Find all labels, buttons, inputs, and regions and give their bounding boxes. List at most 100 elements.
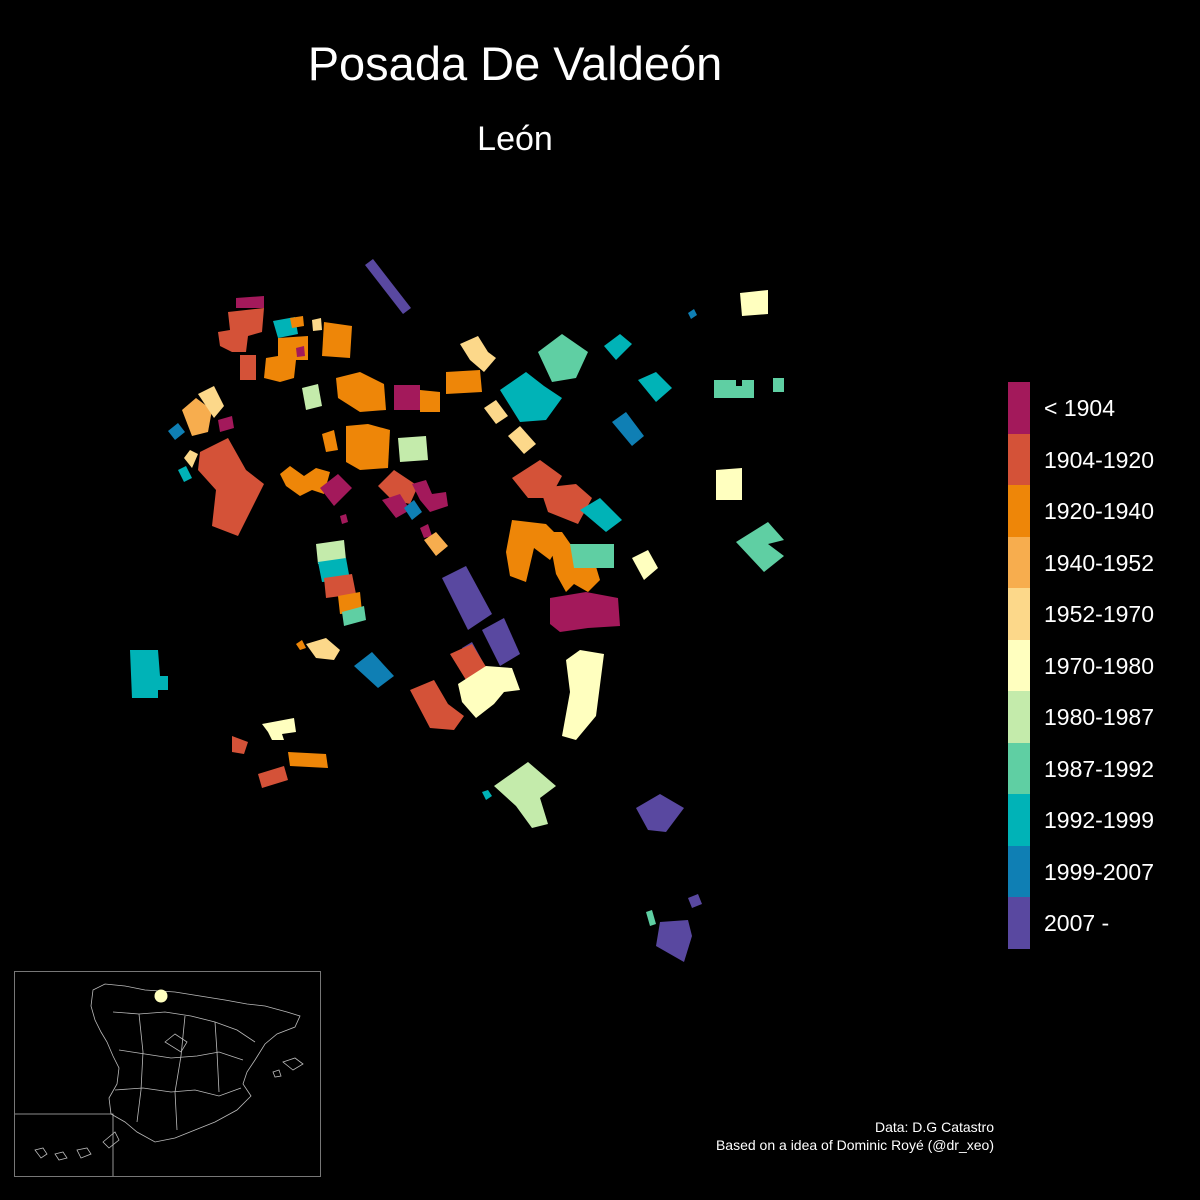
building-footprint bbox=[130, 650, 168, 698]
legend-swatch bbox=[1008, 794, 1030, 846]
building-footprint bbox=[324, 574, 356, 598]
legend-swatch bbox=[1008, 897, 1030, 949]
building-footprint bbox=[580, 498, 622, 532]
building-footprint bbox=[460, 336, 496, 372]
spain-locator-map bbox=[14, 971, 321, 1177]
legend-label: 1920-1940 bbox=[1044, 498, 1154, 524]
legend-label: 1980-1987 bbox=[1044, 704, 1154, 730]
building-footprint bbox=[296, 640, 306, 650]
building-footprint bbox=[184, 450, 198, 468]
building-footprint bbox=[638, 372, 672, 402]
building-footprint bbox=[412, 480, 448, 512]
building-footprint bbox=[716, 468, 742, 500]
building-footprint bbox=[218, 416, 234, 432]
legend-label: 1992-1999 bbox=[1044, 807, 1154, 833]
building-footprint bbox=[302, 384, 322, 410]
building-footprint bbox=[288, 752, 328, 768]
building-footprint bbox=[484, 400, 508, 424]
legend-swatch bbox=[1008, 845, 1030, 897]
building-footprint bbox=[322, 322, 352, 358]
legend-label: 1952-1970 bbox=[1044, 601, 1154, 627]
building-footprint bbox=[365, 259, 411, 314]
building-footprint bbox=[262, 718, 296, 740]
building-footprint bbox=[688, 309, 697, 319]
building-footprint bbox=[218, 308, 264, 352]
building-footprint bbox=[382, 494, 410, 518]
building-footprint bbox=[550, 592, 620, 632]
building-footprint bbox=[336, 372, 386, 412]
building-footprint bbox=[322, 430, 338, 452]
building-footprint bbox=[506, 520, 562, 582]
building-footprint bbox=[342, 606, 366, 626]
building-footprint bbox=[773, 378, 784, 392]
building-footprint bbox=[714, 380, 754, 398]
building-footprint bbox=[494, 762, 556, 828]
building-footprint bbox=[296, 346, 305, 357]
building-footprint bbox=[482, 790, 492, 800]
building-footprint bbox=[562, 650, 604, 740]
legend-swatch bbox=[1008, 382, 1030, 434]
building-footprint bbox=[340, 514, 348, 524]
building-footprint bbox=[636, 794, 684, 832]
building-footprint bbox=[424, 532, 448, 556]
building-footprint bbox=[264, 336, 308, 382]
building-footprint bbox=[168, 423, 185, 440]
building-footprint bbox=[410, 680, 464, 730]
map-subtitle: León bbox=[477, 120, 553, 158]
credits: Data: D.G Catastro Based on a idea of Do… bbox=[716, 1118, 994, 1154]
building-footprint bbox=[240, 355, 256, 380]
legend-swatch bbox=[1008, 536, 1030, 588]
building-footprint bbox=[538, 334, 588, 382]
building-footprint bbox=[232, 736, 248, 754]
building-footprint bbox=[316, 540, 346, 564]
building-footprint bbox=[656, 920, 692, 962]
building-footprint bbox=[420, 524, 432, 538]
building-footprint bbox=[570, 544, 614, 568]
building-footprint bbox=[354, 652, 394, 688]
legend-label: 1987-1992 bbox=[1044, 755, 1154, 782]
building-footprint bbox=[398, 436, 428, 462]
building-footprint bbox=[198, 438, 264, 536]
building-footprints bbox=[130, 259, 784, 962]
building-footprint bbox=[178, 466, 192, 482]
building-footprint bbox=[290, 316, 304, 328]
building-footprint bbox=[404, 500, 422, 520]
building-footprint bbox=[482, 618, 520, 666]
building-footprint bbox=[540, 484, 592, 524]
building-footprint bbox=[182, 398, 212, 436]
building-footprint bbox=[446, 370, 482, 394]
legend-swatch bbox=[1008, 639, 1030, 691]
building-footprint bbox=[740, 290, 768, 316]
legend-swatch bbox=[1008, 433, 1030, 485]
data-source: Data: D.G Catastro bbox=[874, 1119, 994, 1135]
legend-label: 1970-1980 bbox=[1044, 652, 1154, 679]
building-footprint bbox=[646, 910, 656, 926]
legend-label: 1999-2007 bbox=[1044, 858, 1154, 885]
legend-label: < 1904 bbox=[1044, 395, 1115, 421]
building-footprint bbox=[442, 566, 492, 630]
building-footprint bbox=[394, 385, 420, 410]
attribution: Based on a idea of Dominic Royé (@dr_xeo… bbox=[715, 1137, 994, 1153]
legend-label: 2007 - bbox=[1044, 910, 1110, 936]
building-footprint bbox=[306, 638, 340, 660]
legend-swatch bbox=[1008, 485, 1030, 537]
building-footprint bbox=[346, 424, 390, 470]
spain-outline bbox=[15, 983, 304, 1176]
building-footprint bbox=[312, 318, 322, 331]
building-footprint bbox=[508, 426, 536, 454]
building-footprint bbox=[258, 766, 288, 788]
building-footprint bbox=[604, 334, 632, 360]
legend-label: 1904-1920 bbox=[1044, 446, 1154, 473]
legend-swatch bbox=[1008, 691, 1030, 743]
building-footprint bbox=[612, 412, 644, 446]
building-footprint bbox=[688, 894, 702, 908]
building-footprint bbox=[378, 470, 418, 504]
legend-swatch bbox=[1008, 588, 1030, 640]
building-footprint bbox=[236, 296, 264, 308]
legend-swatch bbox=[1008, 742, 1030, 794]
building-footprint bbox=[198, 386, 224, 418]
map-title: Posada De Valdeón bbox=[307, 37, 723, 90]
location-marker bbox=[154, 989, 168, 1003]
building-footprint bbox=[500, 372, 562, 422]
building-footprint bbox=[280, 466, 330, 496]
